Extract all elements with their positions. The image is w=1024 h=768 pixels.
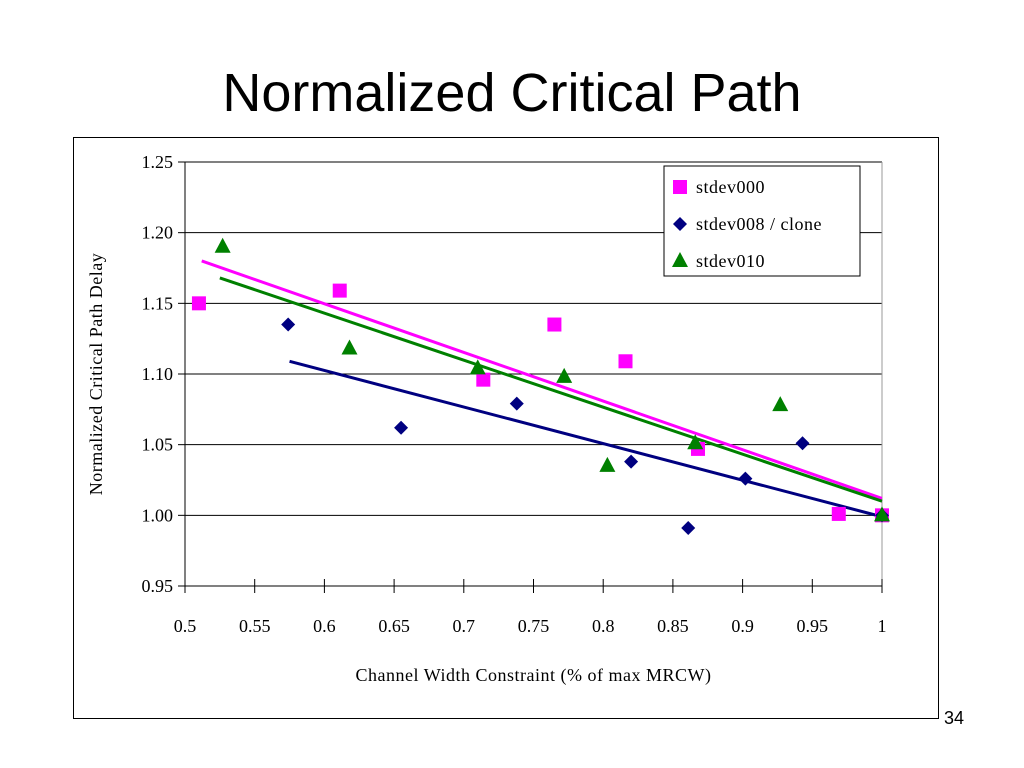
data-point-triangle bbox=[599, 456, 616, 472]
legend-marker-triangle bbox=[672, 252, 688, 267]
data-point-diamond bbox=[509, 396, 524, 411]
legend-marker-diamond bbox=[673, 217, 687, 231]
x-tick-label: 0.65 bbox=[378, 616, 410, 636]
y-tick-label: 1.05 bbox=[142, 435, 174, 455]
data-point-diamond bbox=[624, 454, 639, 469]
data-point-triangle bbox=[772, 396, 789, 412]
data-point-triangle bbox=[469, 359, 486, 375]
trendline-triangle bbox=[219, 276, 883, 503]
x-tick-label: 0.75 bbox=[518, 616, 550, 636]
data-point-square bbox=[476, 372, 491, 387]
legend-label: stdev008 / clone bbox=[696, 214, 822, 234]
data-point-square bbox=[831, 506, 846, 521]
data-point-diamond bbox=[738, 471, 753, 486]
y-tick-label: 0.95 bbox=[142, 576, 174, 596]
y-tick-label: 1.25 bbox=[142, 152, 174, 172]
y-tick-label: 1.10 bbox=[142, 364, 174, 384]
data-point-diamond bbox=[281, 317, 296, 332]
legend-label: stdev000 bbox=[696, 177, 765, 197]
x-tick-label: 0.95 bbox=[797, 616, 829, 636]
data-point-triangle bbox=[687, 434, 704, 450]
x-tick-label: 0.7 bbox=[453, 616, 476, 636]
y-tick-label: 1.20 bbox=[142, 223, 174, 243]
x-tick-label: 0.5 bbox=[174, 616, 197, 636]
data-point-square bbox=[332, 283, 347, 298]
x-tick-label: 0.8 bbox=[592, 616, 615, 636]
data-point-square bbox=[191, 296, 206, 311]
x-tick-label: 1 bbox=[878, 616, 887, 636]
slide-number: 34 bbox=[943, 708, 964, 728]
legend-label: stdev010 bbox=[696, 251, 765, 271]
y-tick-label: 1.15 bbox=[142, 293, 174, 313]
slide-title: Normalized Critical Path bbox=[222, 63, 802, 123]
data-point-square bbox=[618, 354, 633, 369]
data-point-triangle bbox=[556, 367, 573, 383]
y-tick-label: 1.00 bbox=[142, 505, 174, 525]
trendline-square bbox=[201, 259, 883, 500]
x-tick-label: 0.55 bbox=[239, 616, 271, 636]
chart-frame: 0.95 1.00 1.05 1.10 1.15 1.20 1.25 0.5 0.55 0.6 0.… bbox=[73, 137, 939, 719]
scatter-chart: 0.95 1.00 1.05 1.10 1.15 1.20 1.25 0.5 0.55 0.6 0.… bbox=[86, 152, 890, 686]
data-point-diamond bbox=[681, 521, 696, 536]
data-point-diamond bbox=[795, 436, 810, 451]
data-point-triangle bbox=[214, 237, 231, 253]
legend-marker-square bbox=[673, 180, 687, 194]
legend-box bbox=[663, 165, 861, 277]
x-axis-title: Channel Width Constraint (% of max MRCW) bbox=[356, 665, 712, 686]
data-point-square bbox=[547, 317, 562, 332]
data-point-diamond bbox=[394, 420, 409, 435]
x-tick-label: 0.85 bbox=[657, 616, 689, 636]
trendline-diamond bbox=[289, 359, 883, 519]
x-tick-label: 0.6 bbox=[313, 616, 336, 636]
data-point-triangle bbox=[341, 339, 358, 355]
x-tick-label: 0.9 bbox=[731, 616, 754, 636]
y-axis-title: Normalized Critical Path Delay bbox=[86, 253, 106, 495]
data-point-triangle bbox=[874, 506, 890, 522]
